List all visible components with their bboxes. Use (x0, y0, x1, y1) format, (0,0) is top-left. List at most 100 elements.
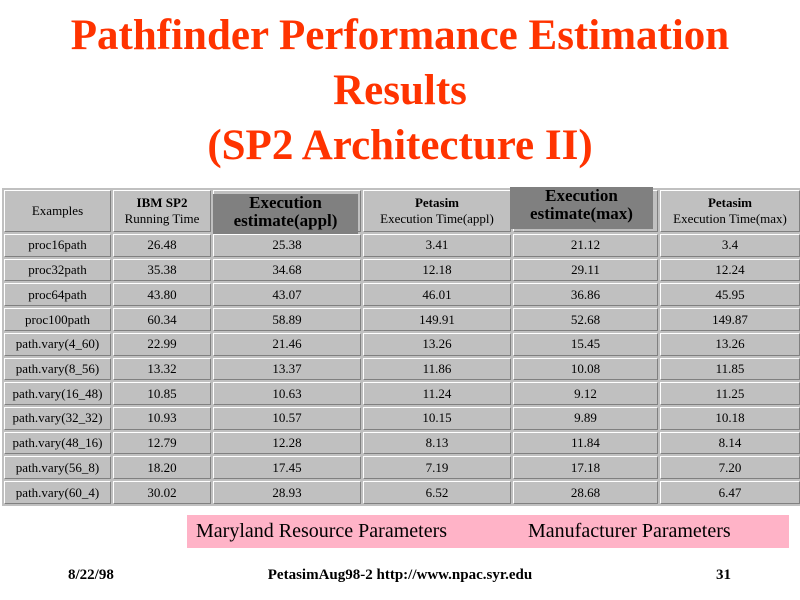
slide-title-line3: (SP2 Architecture II) (207, 122, 593, 169)
cell-execution-max: 9.89 (513, 407, 658, 430)
footer-page-number: 31 (716, 567, 731, 583)
overlay-appl-line1: Execution (249, 193, 322, 212)
cell-example: path.vary(16_48) (4, 382, 111, 406)
overlay-appl-line2: estimate(appl) (233, 211, 338, 230)
cell-execution-appl: 58.89 (213, 308, 361, 331)
cell-execution-appl: 21.46 (213, 332, 361, 356)
cell-example: path.vary(60_4) (4, 481, 111, 504)
legend-manufacturer: Manufacturer Parameters (528, 520, 731, 542)
table-row: path.vary(16_48) 10.85 10.63 11.24 9.12 11.25 (4, 382, 800, 406)
cell-execution-max: 9.12 (513, 382, 658, 406)
header-examples: Examples (4, 190, 111, 232)
slide-title: Pathfinder Performance Estimation Result… (0, 8, 800, 173)
cell-petasim-appl: 12.18 (363, 258, 511, 282)
table-row: path.vary(60_4) 30.02 28.93 6.52 28.68 6.47 (4, 481, 800, 504)
cell-ibm-running-time: 26.48 (113, 234, 211, 257)
cell-execution-max: 21.12 (513, 234, 658, 257)
table-row: path.vary(8_56) 13.32 13.37 11.86 10.08 11.85 (4, 357, 800, 381)
cell-petasim-appl: 149.91 (363, 308, 511, 331)
cell-execution-max: 15.45 (513, 332, 658, 356)
footer-source: PetasimAug98-2 http://www.npac.syr.edu (267, 567, 533, 583)
legend-maryland: Maryland Resource Parameters (196, 520, 448, 542)
cell-petasim-max: 8.14 (660, 431, 800, 455)
table-row: proc64path 43.80 43.07 46.01 36.86 45.95 (4, 283, 800, 307)
cell-execution-appl: 13.37 (213, 357, 361, 381)
execution-estimate-appl-label: Execution estimate(appl) (213, 194, 358, 234)
cell-ibm-running-time: 30.02 (113, 481, 211, 504)
cell-petasim-max: 7.20 (660, 456, 800, 480)
cell-execution-max: 10.08 (513, 357, 658, 381)
cell-petasim-appl: 13.26 (363, 332, 511, 356)
cell-petasim-max: 12.24 (660, 258, 800, 282)
table-row: path.vary(4_60) 22.99 21.46 13.26 15.45 13.26 (4, 332, 800, 356)
cell-execution-max: 11.84 (513, 431, 658, 455)
cell-petasim-max: 13.26 (660, 332, 800, 356)
cell-ibm-running-time: 12.79 (113, 431, 211, 455)
cell-execution-max: 17.18 (513, 456, 658, 480)
cell-execution-max: 52.68 (513, 308, 658, 331)
cell-execution-appl: 34.68 (213, 258, 361, 282)
cell-example: path.vary(32_32) (4, 407, 111, 430)
cell-example: path.vary(4_60) (4, 332, 111, 356)
table-row: proc16path 26.48 25.38 3.41 21.12 3.4 (4, 234, 800, 257)
cell-execution-max: 29.11 (513, 258, 658, 282)
cell-execution-appl: 43.07 (213, 283, 361, 307)
table-row: path.vary(56_8) 18.20 17.45 7.19 17.18 7.20 (4, 456, 800, 480)
cell-ibm-running-time: 13.32 (113, 357, 211, 381)
footer-date: 8/22/98 (68, 567, 114, 583)
cell-execution-max: 28.68 (513, 481, 658, 504)
execution-estimate-max-label: Execution estimate(max) (510, 187, 653, 229)
cell-example: path.vary(56_8) (4, 456, 111, 480)
cell-petasim-max: 45.95 (660, 283, 800, 307)
cell-petasim-max: 11.25 (660, 382, 800, 406)
overlay-max-line2: estimate(max) (530, 204, 633, 223)
results-table: Examples IBM SP2 Running Time Petasim Ex… (2, 188, 800, 506)
header-petasim-max: Petasim Execution Time(max) (660, 190, 800, 232)
cell-execution-appl: 25.38 (213, 234, 361, 257)
slide-title-line1: Pathfinder Performance Estimation (70, 12, 730, 59)
cell-ibm-running-time: 22.99 (113, 332, 211, 356)
cell-ibm-running-time: 35.38 (113, 258, 211, 282)
cell-example: proc64path (4, 283, 111, 307)
cell-example: proc32path (4, 258, 111, 282)
cell-ibm-running-time: 10.93 (113, 407, 211, 430)
cell-petasim-appl: 11.86 (363, 357, 511, 381)
cell-petasim-appl: 3.41 (363, 234, 511, 257)
cell-petasim-appl: 6.52 (363, 481, 511, 504)
cell-petasim-appl: 8.13 (363, 431, 511, 455)
parameters-legend: Maryland Resource Parameters Manufacture… (187, 515, 789, 548)
cell-petasim-max: 6.47 (660, 481, 800, 504)
cell-petasim-appl: 11.24 (363, 382, 511, 406)
cell-petasim-max: 11.85 (660, 357, 800, 381)
table-row: path.vary(32_32) 10.93 10.57 10.15 9.89 10.18 (4, 407, 800, 430)
cell-example: proc16path (4, 234, 111, 257)
header-ibm-sp2: IBM SP2 Running Time (113, 190, 211, 232)
cell-example: path.vary(48_16) (4, 431, 111, 455)
cell-ibm-running-time: 18.20 (113, 456, 211, 480)
cell-petasim-max: 149.87 (660, 308, 800, 331)
table-row: proc100path 60.34 58.89 149.91 52.68 149.87 (4, 308, 800, 331)
table-row: proc32path 35.38 34.68 12.18 29.11 12.24 (4, 258, 800, 282)
results-table-container: Examples IBM SP2 Running Time Petasim Ex… (2, 188, 800, 506)
overlay-max-line1: Execution (545, 186, 618, 205)
table-row: path.vary(48_16) 12.79 12.28 8.13 11.84 8.14 (4, 431, 800, 455)
cell-execution-appl: 10.57 (213, 407, 361, 430)
cell-execution-appl: 12.28 (213, 431, 361, 455)
cell-petasim-appl: 10.15 (363, 407, 511, 430)
cell-ibm-running-time: 43.80 (113, 283, 211, 307)
table-header-row: Examples IBM SP2 Running Time Petasim Ex… (4, 190, 800, 232)
cell-petasim-max: 10.18 (660, 407, 800, 430)
cell-execution-appl: 17.45 (213, 456, 361, 480)
header-petasim-appl: Petasim Execution Time(appl) (363, 190, 511, 232)
cell-execution-appl: 10.63 (213, 382, 361, 406)
table-body: proc16path 26.48 25.38 3.41 21.12 3.4 proc32pa… (4, 234, 800, 504)
cell-execution-appl: 28.93 (213, 481, 361, 504)
cell-ibm-running-time: 60.34 (113, 308, 211, 331)
cell-example: proc100path (4, 308, 111, 331)
cell-example: path.vary(8_56) (4, 357, 111, 381)
slide-title-line2: Results (333, 67, 467, 114)
cell-execution-max: 36.86 (513, 283, 658, 307)
cell-petasim-max: 3.4 (660, 234, 800, 257)
cell-petasim-appl: 46.01 (363, 283, 511, 307)
cell-ibm-running-time: 10.85 (113, 382, 211, 406)
